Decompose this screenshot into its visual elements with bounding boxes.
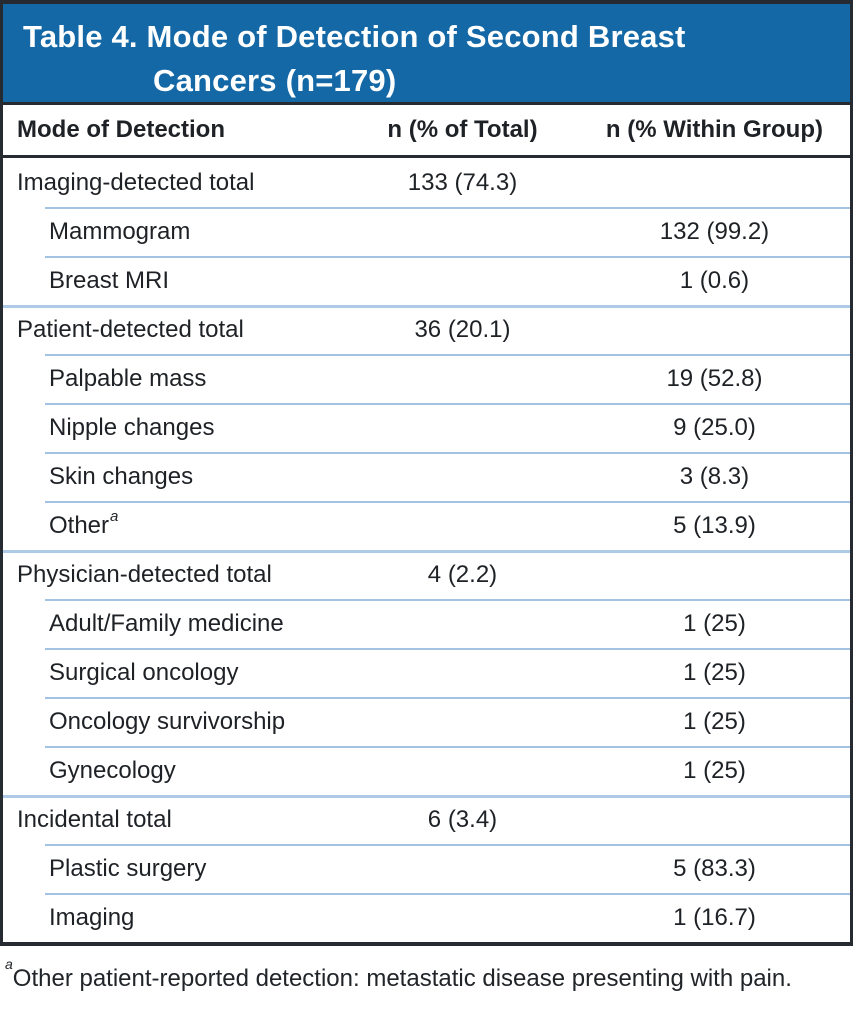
cell-n-percent-of-total xyxy=(346,256,579,305)
cell-n-percent-within-group: 1 (0.6) xyxy=(679,266,750,294)
table-row: Mammogram 132 (99.2) xyxy=(3,207,850,256)
cell-n-percent-of-total xyxy=(346,893,579,942)
table-row: Patient-detected total 36 (20.1) xyxy=(3,305,850,354)
cell-n-percent-of-total xyxy=(346,599,579,648)
table-row: Palpable mass 19 (52.8) xyxy=(3,354,850,403)
cell-n-percent-within-group: 132 (99.2) xyxy=(659,217,770,245)
row-label-text: Oncology survivorship xyxy=(49,707,286,735)
cell-n-percent-within-group: 1 (25) xyxy=(683,609,746,637)
row-label: Nipple changes xyxy=(3,403,346,452)
cell-n-percent-within-group xyxy=(579,158,850,207)
row-label: Plastic surgery xyxy=(3,844,346,893)
cell-n-percent-of-total xyxy=(346,207,579,256)
column-header-row: Mode of Detection n (% of Total) n (% Wi… xyxy=(3,105,850,158)
table-row: Incidental total 6 (3.4) xyxy=(3,795,850,844)
row-label-text: Mammogram xyxy=(49,217,191,245)
cell-n-percent-within-group: 5 (83.3) xyxy=(673,854,756,882)
cell-n-percent-within-group: 1 (16.7) xyxy=(673,903,756,931)
row-label-text: Imaging xyxy=(49,903,135,931)
table-title-line1: Table 4. Mode of Detection of Second Bre… xyxy=(23,19,686,54)
cell-n-percent-of-total xyxy=(346,648,579,697)
cell-n-percent-within-group: 1 (25) xyxy=(683,756,746,784)
row-label-text: Incidental total xyxy=(17,805,172,833)
column-header-n-percent-within-group: n (% Within Group) xyxy=(605,116,823,143)
row-label-text: Patient-detected total xyxy=(17,315,244,343)
table-row: Imaging 1 (16.7) xyxy=(3,893,850,942)
table-row: Adult/Family medicine 1 (25) xyxy=(3,599,850,648)
row-label-text: Physician-detected total xyxy=(17,560,272,588)
cell-n-percent-of-total: 6 (3.4) xyxy=(427,805,498,833)
column-header-mode-of-detection: Mode of Detection xyxy=(17,116,225,143)
cell-n-percent-within-group xyxy=(579,795,850,844)
table-row: Other a 5 (13.9) xyxy=(3,501,850,550)
cell-n-percent-of-total: 133 (74.3) xyxy=(407,168,518,196)
table-row: Plastic surgery 5 (83.3) xyxy=(3,844,850,893)
row-label-text: Palpable mass xyxy=(49,364,207,392)
row-label-text: Plastic surgery xyxy=(49,854,207,882)
cell-n-percent-of-total xyxy=(346,746,579,795)
cell-n-percent-of-total xyxy=(346,403,579,452)
row-label-text: Surgical oncology xyxy=(49,658,239,686)
cell-n-percent-of-total xyxy=(346,844,579,893)
cell-n-percent-within-group: 5 (13.9) xyxy=(673,511,756,539)
table: Table 4. Mode of Detection of Second Bre… xyxy=(0,0,853,946)
cell-n-percent-within-group: 1 (25) xyxy=(683,658,746,686)
cell-n-percent-within-group xyxy=(579,305,850,354)
row-label: Oncology survivorship xyxy=(3,697,346,746)
cell-n-percent-of-total xyxy=(346,452,579,501)
row-label-text: Other xyxy=(49,511,110,539)
footnote-marker: a xyxy=(5,956,13,972)
row-label: Patient-detected total xyxy=(3,305,346,354)
column-header-n-percent-of-total: n (% of Total) xyxy=(387,116,538,143)
row-label-text: Skin changes xyxy=(49,462,194,490)
cell-n-percent-within-group: 1 (25) xyxy=(683,707,746,735)
cell-n-percent-of-total: 36 (20.1) xyxy=(414,315,511,343)
row-label: Imaging xyxy=(3,893,346,942)
table-body: Imaging-detected total 133 (74.3) Mammog… xyxy=(3,158,850,942)
table-row: Breast MRI 1 (0.6) xyxy=(3,256,850,305)
table-title-line2: Cancers (n=179) xyxy=(153,63,397,98)
footnote-text: Other patient-reported detection: metast… xyxy=(12,965,792,992)
table-row: Imaging-detected total 133 (74.3) xyxy=(3,158,850,207)
row-label-text: Gynecology xyxy=(49,756,176,784)
row-label: Incidental total xyxy=(3,795,346,844)
cell-n-percent-of-total xyxy=(346,697,579,746)
row-label-text: Imaging-detected total xyxy=(17,168,255,196)
table-row: Surgical oncology 1 (25) xyxy=(3,648,850,697)
row-label: Gynecology xyxy=(3,746,346,795)
row-label: Adult/Family medicine xyxy=(3,599,346,648)
row-label: Skin changes xyxy=(3,452,346,501)
row-label: Physician-detected total xyxy=(3,550,346,599)
cell-n-percent-within-group: 3 (8.3) xyxy=(679,462,750,490)
row-label-text: Nipple changes xyxy=(49,413,215,441)
row-label: Other a xyxy=(3,501,346,550)
cell-n-percent-of-total xyxy=(346,501,579,550)
cell-n-percent-of-total: 4 (2.2) xyxy=(427,560,498,588)
table-title-banner: Table 4. Mode of Detection of Second Bre… xyxy=(3,4,850,105)
row-label-text: Breast MRI xyxy=(49,266,170,294)
row-label: Imaging-detected total xyxy=(3,158,346,207)
table-row: Oncology survivorship 1 (25) xyxy=(3,697,850,746)
row-label: Surgical oncology xyxy=(3,648,346,697)
row-label: Palpable mass xyxy=(3,354,346,403)
table-row: Gynecology 1 (25) xyxy=(3,746,850,795)
cell-n-percent-of-total xyxy=(346,354,579,403)
table-row: Nipple changes 9 (25.0) xyxy=(3,403,850,452)
cell-n-percent-within-group xyxy=(579,550,850,599)
table-row: Skin changes 3 (8.3) xyxy=(3,452,850,501)
row-label: Mammogram xyxy=(3,207,346,256)
cell-n-percent-within-group: 9 (25.0) xyxy=(673,413,756,441)
row-label: Breast MRI xyxy=(3,256,346,305)
cell-n-percent-within-group: 19 (52.8) xyxy=(666,364,763,392)
row-label-text: Adult/Family medicine xyxy=(49,609,284,637)
table-row: Physician-detected total 4 (2.2) xyxy=(3,550,850,599)
row-label-sup: a xyxy=(110,508,119,525)
footnote: aOther patient-reported detection: metas… xyxy=(0,956,806,994)
